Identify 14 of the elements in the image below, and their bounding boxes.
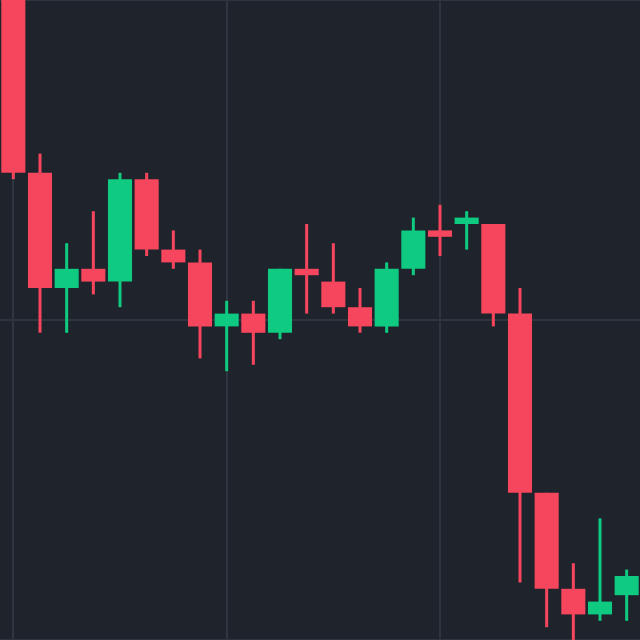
candlestick [427,203,453,258]
candlestick [214,299,239,373]
candlestick [454,209,479,252]
candlestick [561,561,586,640]
candlestick [81,209,106,296]
candlestick [587,516,613,623]
candlestick [321,241,346,316]
candlestick [161,228,186,271]
candlestick [347,286,373,335]
candlestick [294,222,319,316]
candlestick [54,241,79,335]
candlestick [614,568,639,623]
candlestick [401,216,426,277]
candlestick [241,299,266,367]
